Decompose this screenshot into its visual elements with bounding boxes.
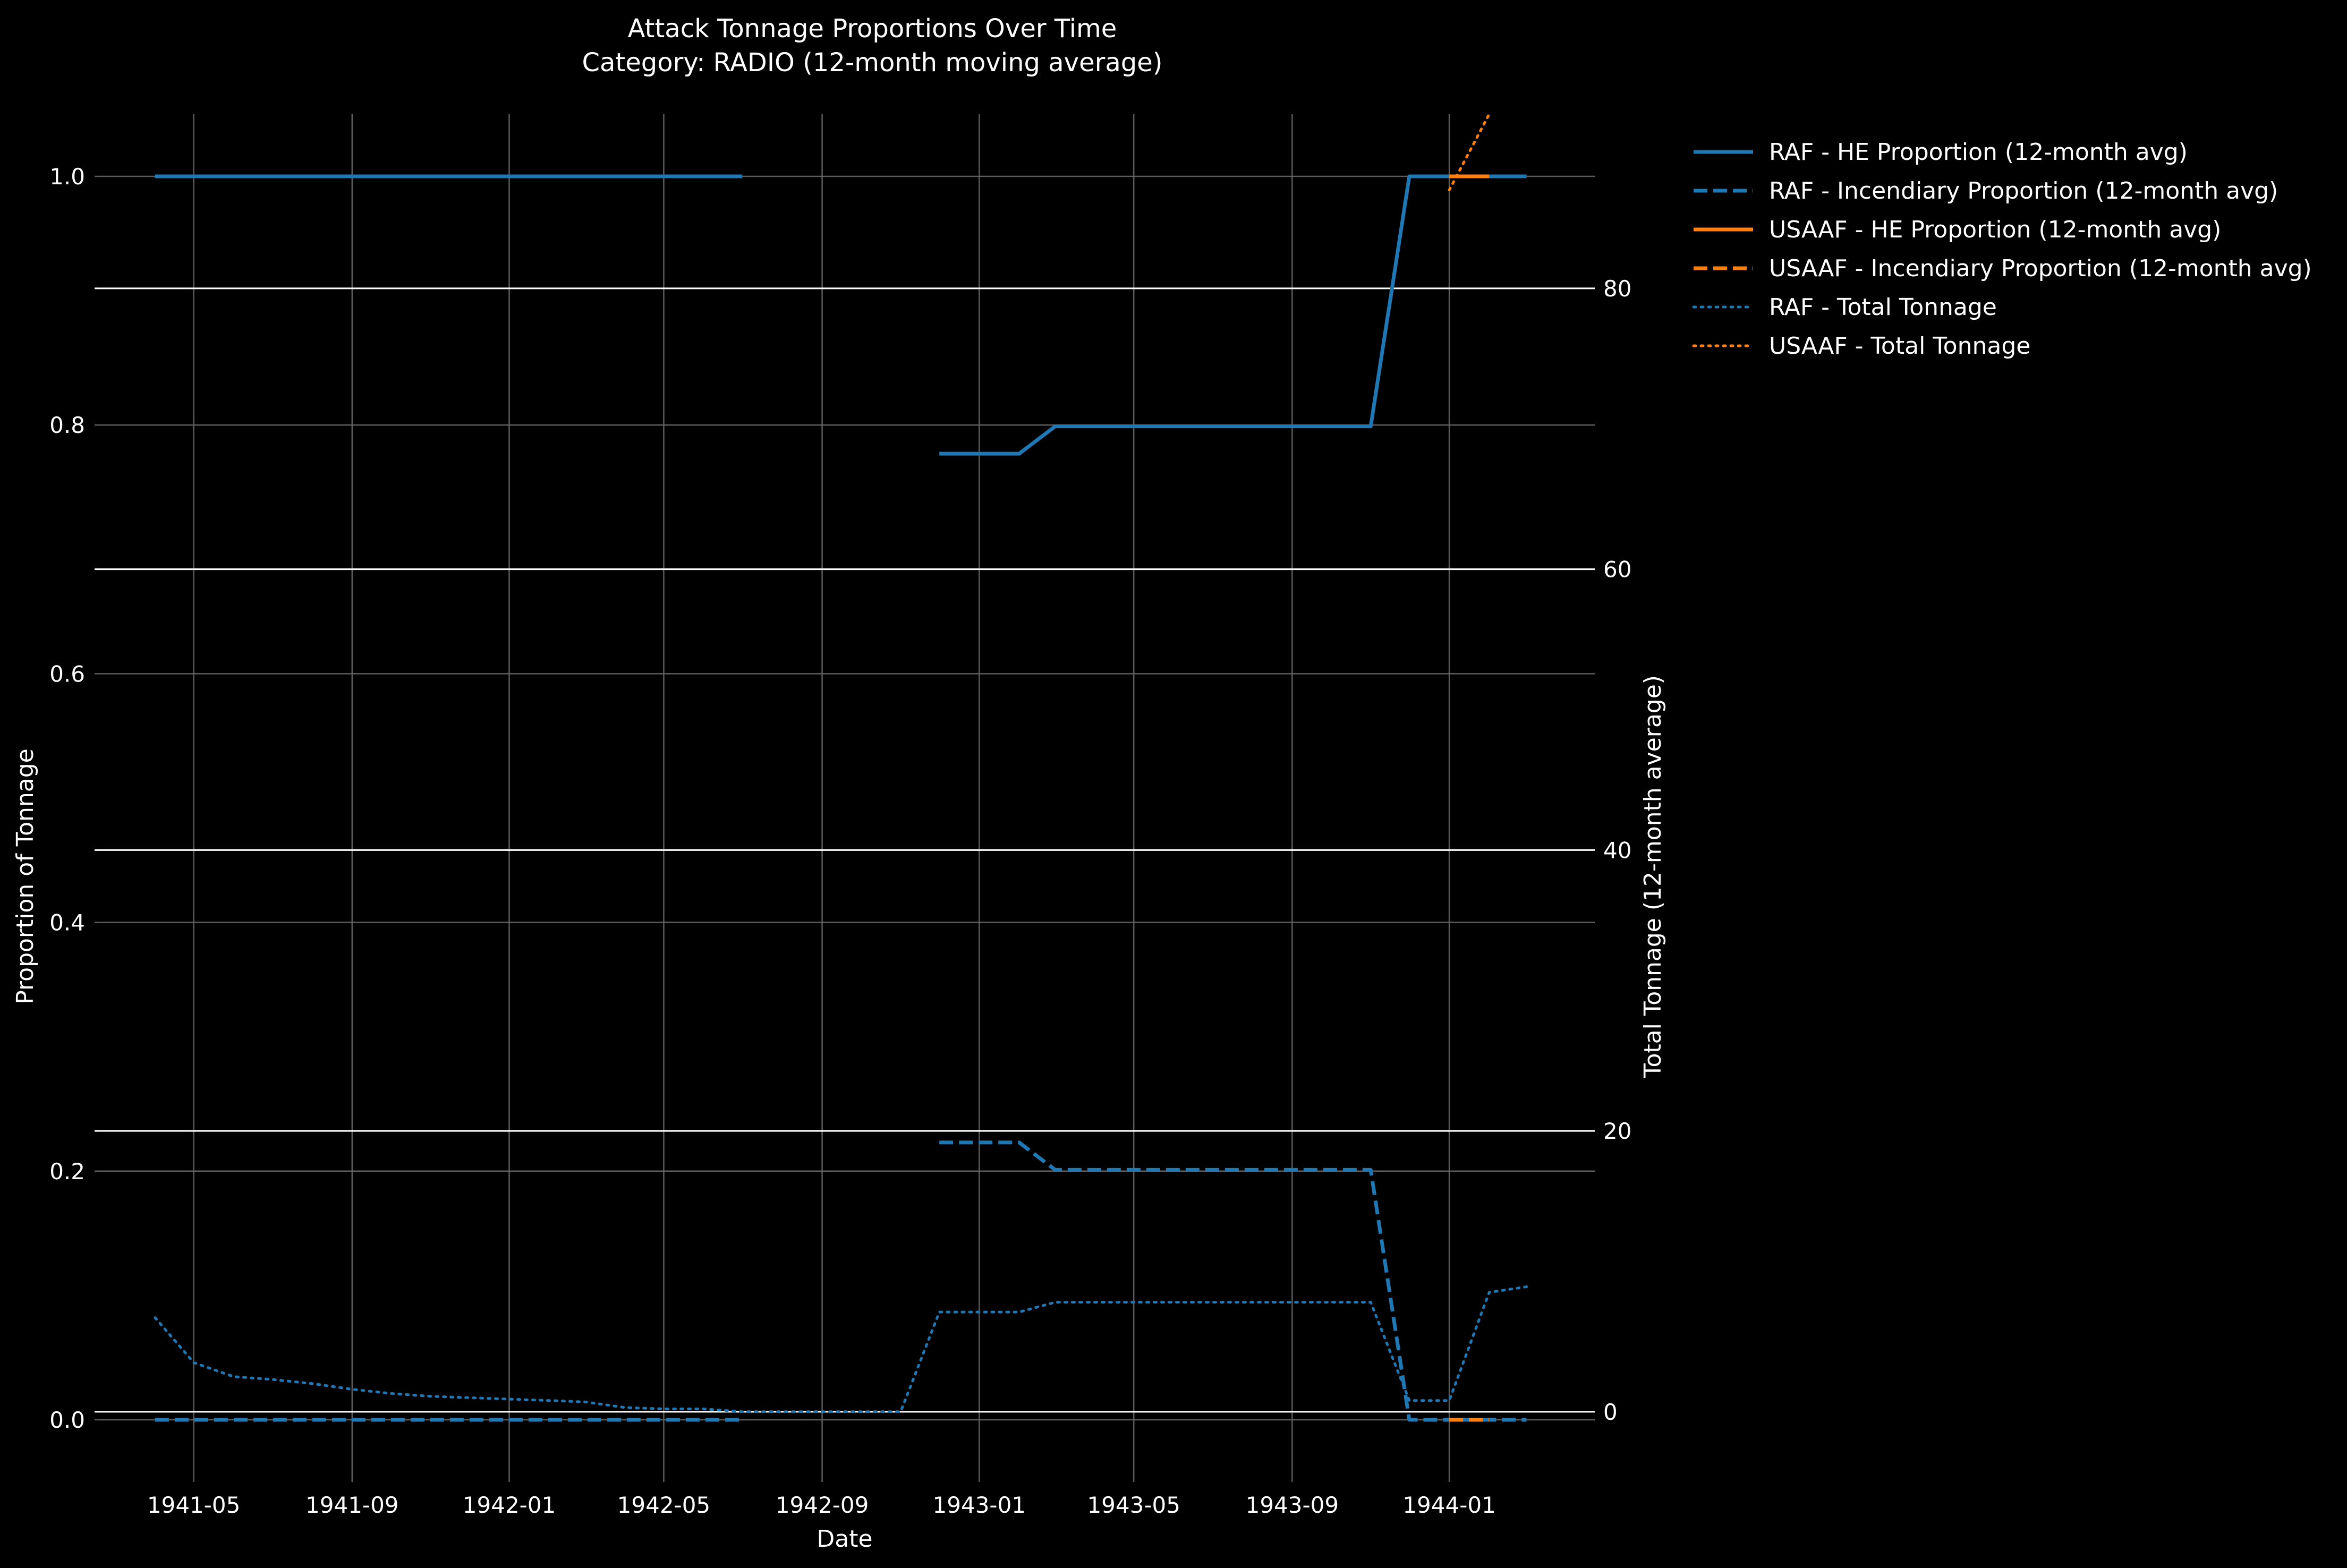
x-tick-label: 1942-09	[776, 1492, 869, 1518]
legend-entry-label: RAF - Total Tonnage	[1769, 294, 1997, 321]
series-line-4	[154, 1285, 1528, 1413]
chart-subtitle: Category: RADIO (12-month moving average…	[582, 48, 1162, 78]
x-tick-label: 1943-09	[1246, 1492, 1339, 1518]
legend: RAF - HE Proportion (12-month avg) RAF - …	[1692, 139, 2312, 360]
y2-tick-label: 0	[1603, 1399, 1618, 1425]
tick-labels: 1941-05 1941-09 1942-01 1942-05 1942-09 1943-…	[49, 164, 1631, 1518]
y-tick-label: 1.0	[49, 164, 85, 190]
y2-tick-label: 40	[1603, 837, 1631, 863]
y2-axis-label: Total Tonnage (12-month average)	[1639, 675, 1666, 1078]
series-lines	[154, 113, 1528, 1422]
legend-entry-label: USAAF - Incendiary Proportion (12-month …	[1769, 255, 2312, 282]
x-tick-label: 1943-01	[933, 1492, 1026, 1518]
right-axis-grid	[95, 287, 1595, 1413]
y2-tick-label: 20	[1603, 1118, 1631, 1144]
x-tick-label: 1944-01	[1402, 1492, 1496, 1518]
y-axis-label: Proportion of Tonnage	[12, 748, 39, 1004]
x-tick-label: 1942-05	[617, 1492, 711, 1518]
series-line-1	[155, 1140, 1527, 1422]
x-tick-label: 1941-09	[305, 1492, 399, 1518]
chart-title: Attack Tonnage Proportions Over Time	[628, 14, 1117, 44]
x-tick-label: 1942-01	[463, 1492, 556, 1518]
x-tick-label: 1943-05	[1087, 1492, 1180, 1518]
y-tick-label: 0.0	[49, 1407, 85, 1433]
x-tick-label: 1941-05	[147, 1492, 241, 1518]
y2-tick-label: 60	[1603, 557, 1631, 583]
y-tick-label: 0.6	[49, 661, 85, 687]
y-tick-label: 0.4	[49, 910, 85, 936]
legend-entry-label: RAF - Incendiary Proportion (12-month av…	[1769, 177, 2278, 204]
y-tick-label: 0.2	[49, 1158, 85, 1184]
y-tick-label: 0.8	[49, 412, 85, 438]
series-line-0	[155, 174, 1527, 456]
x-axis-label: Date	[817, 1526, 872, 1553]
legend-entry-label: RAF - HE Proportion (12-month avg)	[1769, 139, 2188, 166]
legend-entry-label: USAAF - Total Tonnage	[1769, 333, 2030, 360]
legend-entry-label: USAAF - HE Proportion (12-month avg)	[1769, 216, 2221, 243]
y2-tick-label: 80	[1603, 276, 1631, 302]
series-line-5	[1448, 113, 1491, 192]
